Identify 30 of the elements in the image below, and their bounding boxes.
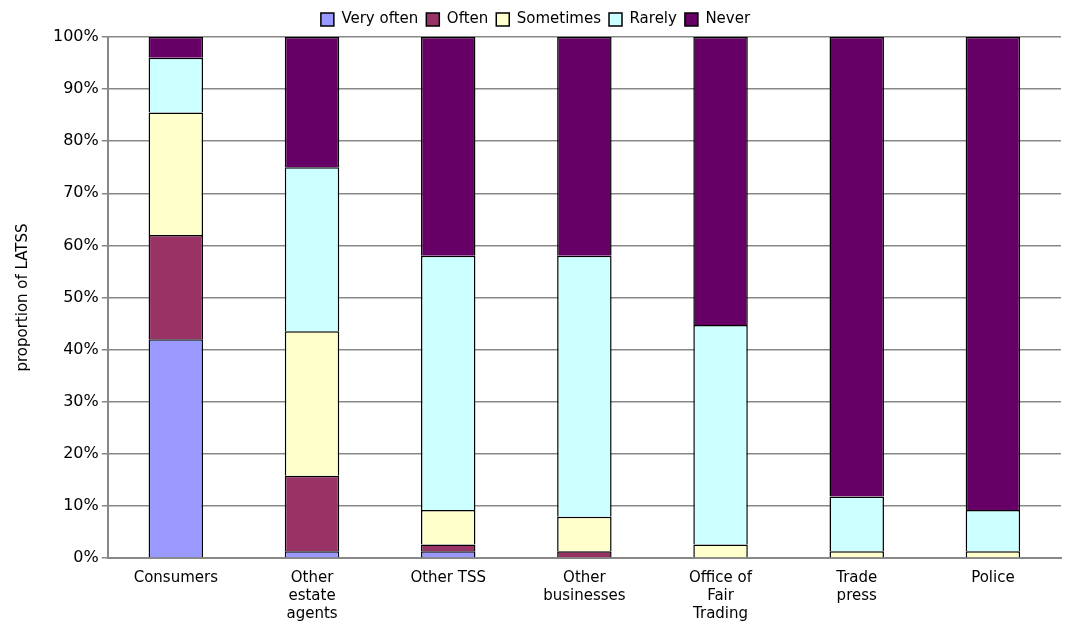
category-label: press — [836, 585, 877, 604]
category-label: Office of — [689, 567, 753, 586]
x-tick-label: Other TSS — [410, 567, 486, 586]
y-tick-label: 60% — [63, 234, 99, 254]
x-tick-label: Police — [971, 567, 1015, 586]
category-label: Other — [290, 567, 334, 586]
y-tick-label: 100% — [52, 26, 99, 46]
y-tick-label: 10% — [63, 495, 99, 515]
category-label: businesses — [543, 585, 626, 604]
legend-label: Often — [446, 9, 489, 28]
legend-label: Never — [705, 9, 751, 28]
category-label: agents — [286, 603, 338, 622]
category-label: estate — [288, 585, 336, 604]
y-axis-title: proportion of LATSS — [12, 223, 31, 372]
y-tick-label: 0% — [73, 547, 99, 567]
category-label: Trading — [693, 603, 749, 622]
legend-label: Sometimes — [516, 9, 602, 28]
category-label: Trade — [836, 567, 878, 586]
legend-label: Very often — [341, 9, 419, 28]
y-tick-label: 80% — [63, 130, 99, 150]
y-tick-label: 40% — [63, 338, 99, 358]
category-label: Fair — [707, 585, 734, 604]
x-tick-label: Consumers — [133, 567, 219, 586]
legend-label: Rarely — [629, 9, 678, 28]
y-tick-label: 50% — [63, 286, 99, 306]
y-tick-label: 70% — [63, 182, 99, 202]
y-tick-label: 30% — [63, 390, 99, 410]
category-label: Other — [563, 567, 606, 586]
y-tick-label: 90% — [63, 78, 99, 98]
y-tick-label: 20% — [63, 442, 99, 462]
